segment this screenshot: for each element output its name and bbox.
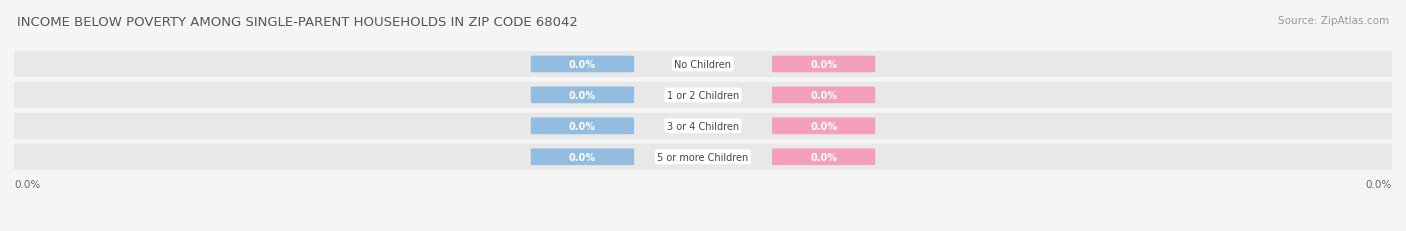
Text: 0.0%: 0.0%	[1365, 179, 1392, 189]
Text: 0.0%: 0.0%	[569, 152, 596, 162]
Text: 5 or more Children: 5 or more Children	[658, 152, 748, 162]
FancyBboxPatch shape	[531, 87, 634, 104]
FancyBboxPatch shape	[772, 56, 875, 73]
Text: INCOME BELOW POVERTY AMONG SINGLE-PARENT HOUSEHOLDS IN ZIP CODE 68042: INCOME BELOW POVERTY AMONG SINGLE-PARENT…	[17, 16, 578, 29]
Text: 0.0%: 0.0%	[810, 152, 837, 162]
FancyBboxPatch shape	[531, 149, 634, 165]
Text: No Children: No Children	[675, 60, 731, 70]
Text: 1 or 2 Children: 1 or 2 Children	[666, 91, 740, 100]
FancyBboxPatch shape	[772, 118, 875, 135]
Text: 3 or 4 Children: 3 or 4 Children	[666, 121, 740, 131]
Text: 0.0%: 0.0%	[810, 60, 837, 70]
Text: 0.0%: 0.0%	[569, 121, 596, 131]
Text: Source: ZipAtlas.com: Source: ZipAtlas.com	[1278, 16, 1389, 26]
FancyBboxPatch shape	[0, 82, 1406, 108]
Text: 0.0%: 0.0%	[810, 91, 837, 100]
FancyBboxPatch shape	[0, 144, 1406, 170]
Text: 0.0%: 0.0%	[14, 179, 41, 189]
Text: 0.0%: 0.0%	[569, 60, 596, 70]
FancyBboxPatch shape	[0, 52, 1406, 78]
Text: 0.0%: 0.0%	[810, 121, 837, 131]
FancyBboxPatch shape	[531, 56, 634, 73]
FancyBboxPatch shape	[531, 118, 634, 135]
FancyBboxPatch shape	[0, 113, 1406, 139]
FancyBboxPatch shape	[772, 149, 875, 165]
FancyBboxPatch shape	[772, 87, 875, 104]
Text: 0.0%: 0.0%	[569, 91, 596, 100]
